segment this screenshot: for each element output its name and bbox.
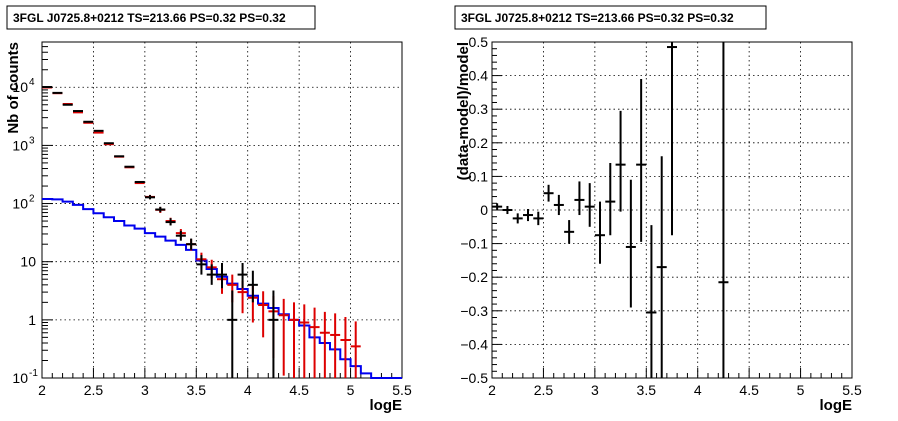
- plot-frame: [41, 41, 403, 379]
- y-tick-label: 1: [28, 312, 36, 328]
- chart-title: 3FGL J0725.8+0212 TS=213.66 PS=0.32 PS=0…: [461, 11, 734, 25]
- counts-panel: 3FGL J0725.8+0212 TS=213.66 PS=0.32 PS=0…: [5, 5, 412, 414]
- x-tick-label: 5.5: [392, 382, 412, 398]
- residuals-panel: 3FGL J0725.8+0212 TS=213.66 PS=0.32 PS=0…: [454, 5, 862, 414]
- y-tick-exponent: 2: [29, 194, 35, 205]
- x-tick-label: 4: [244, 382, 252, 398]
- x-tick-label: 2.5: [84, 382, 104, 398]
- y-tick-label: 10: [12, 137, 28, 153]
- x-tick-label: 2.5: [534, 382, 554, 398]
- y-tick-label: 0.4: [469, 68, 489, 84]
- y-tick-label: 10: [12, 79, 28, 95]
- y-tick-label: −0.3: [460, 303, 488, 319]
- y-tick-label: 0.3: [469, 101, 489, 117]
- chart-title: 3FGL J0725.8+0212 TS=213.66 PS=0.32 PS=0…: [13, 11, 286, 25]
- x-tick-label: 3.5: [637, 382, 657, 398]
- x-tick-label: 2: [488, 382, 496, 398]
- y-tick-label: 0.1: [469, 168, 489, 184]
- y-tick-label: 10: [12, 196, 28, 212]
- y-axis-title: Nb of counts: [5, 42, 22, 134]
- model-step-line: [42, 197, 402, 379]
- y-tick-label: 0.5: [469, 34, 489, 50]
- y-tick-label: −0.2: [460, 269, 488, 285]
- x-tick-label: 3: [591, 382, 599, 398]
- title-box: [6, 5, 316, 30]
- y-tick-exponent: 3: [29, 135, 35, 146]
- y-tick-label: 10: [12, 370, 28, 386]
- x-tick-label: 5.5: [842, 382, 862, 398]
- y-tick-label: −0.5: [460, 370, 488, 386]
- y-tick-exponent: 4: [29, 77, 35, 88]
- x-axis-title: logE: [820, 397, 853, 414]
- x-axis-title: logE: [370, 397, 403, 414]
- x-tick-label: 4.5: [289, 382, 309, 398]
- y-tick-label: −0.1: [460, 236, 488, 252]
- y-tick-label: 0: [480, 202, 488, 218]
- y-axis-title: (data-model)/model: [455, 42, 472, 180]
- x-tick-label: 3.5: [187, 382, 207, 398]
- x-tick-label: 4: [694, 382, 702, 398]
- x-tick-label: 2: [38, 382, 46, 398]
- y-tick-label: 10: [20, 254, 36, 270]
- x-tick-label: 3: [141, 382, 149, 398]
- y-tick-label: 0.2: [469, 135, 489, 151]
- y-tick-exponent: -1: [29, 368, 38, 379]
- y-tick-label: −0.4: [460, 336, 488, 352]
- title-box: [454, 5, 767, 30]
- x-tick-label: 5: [797, 382, 805, 398]
- x-tick-label: 4.5: [739, 382, 759, 398]
- x-tick-label: 5: [347, 382, 355, 398]
